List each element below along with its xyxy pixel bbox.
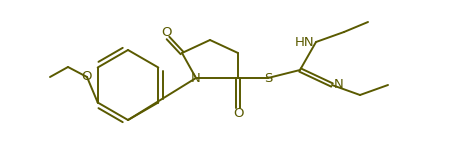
Text: S: S <box>263 71 272 85</box>
Text: HN: HN <box>294 35 313 49</box>
Text: N: N <box>191 71 200 85</box>
Text: N: N <box>333 78 343 91</box>
Text: O: O <box>233 107 244 120</box>
Text: O: O <box>161 26 172 39</box>
Text: O: O <box>82 71 92 83</box>
